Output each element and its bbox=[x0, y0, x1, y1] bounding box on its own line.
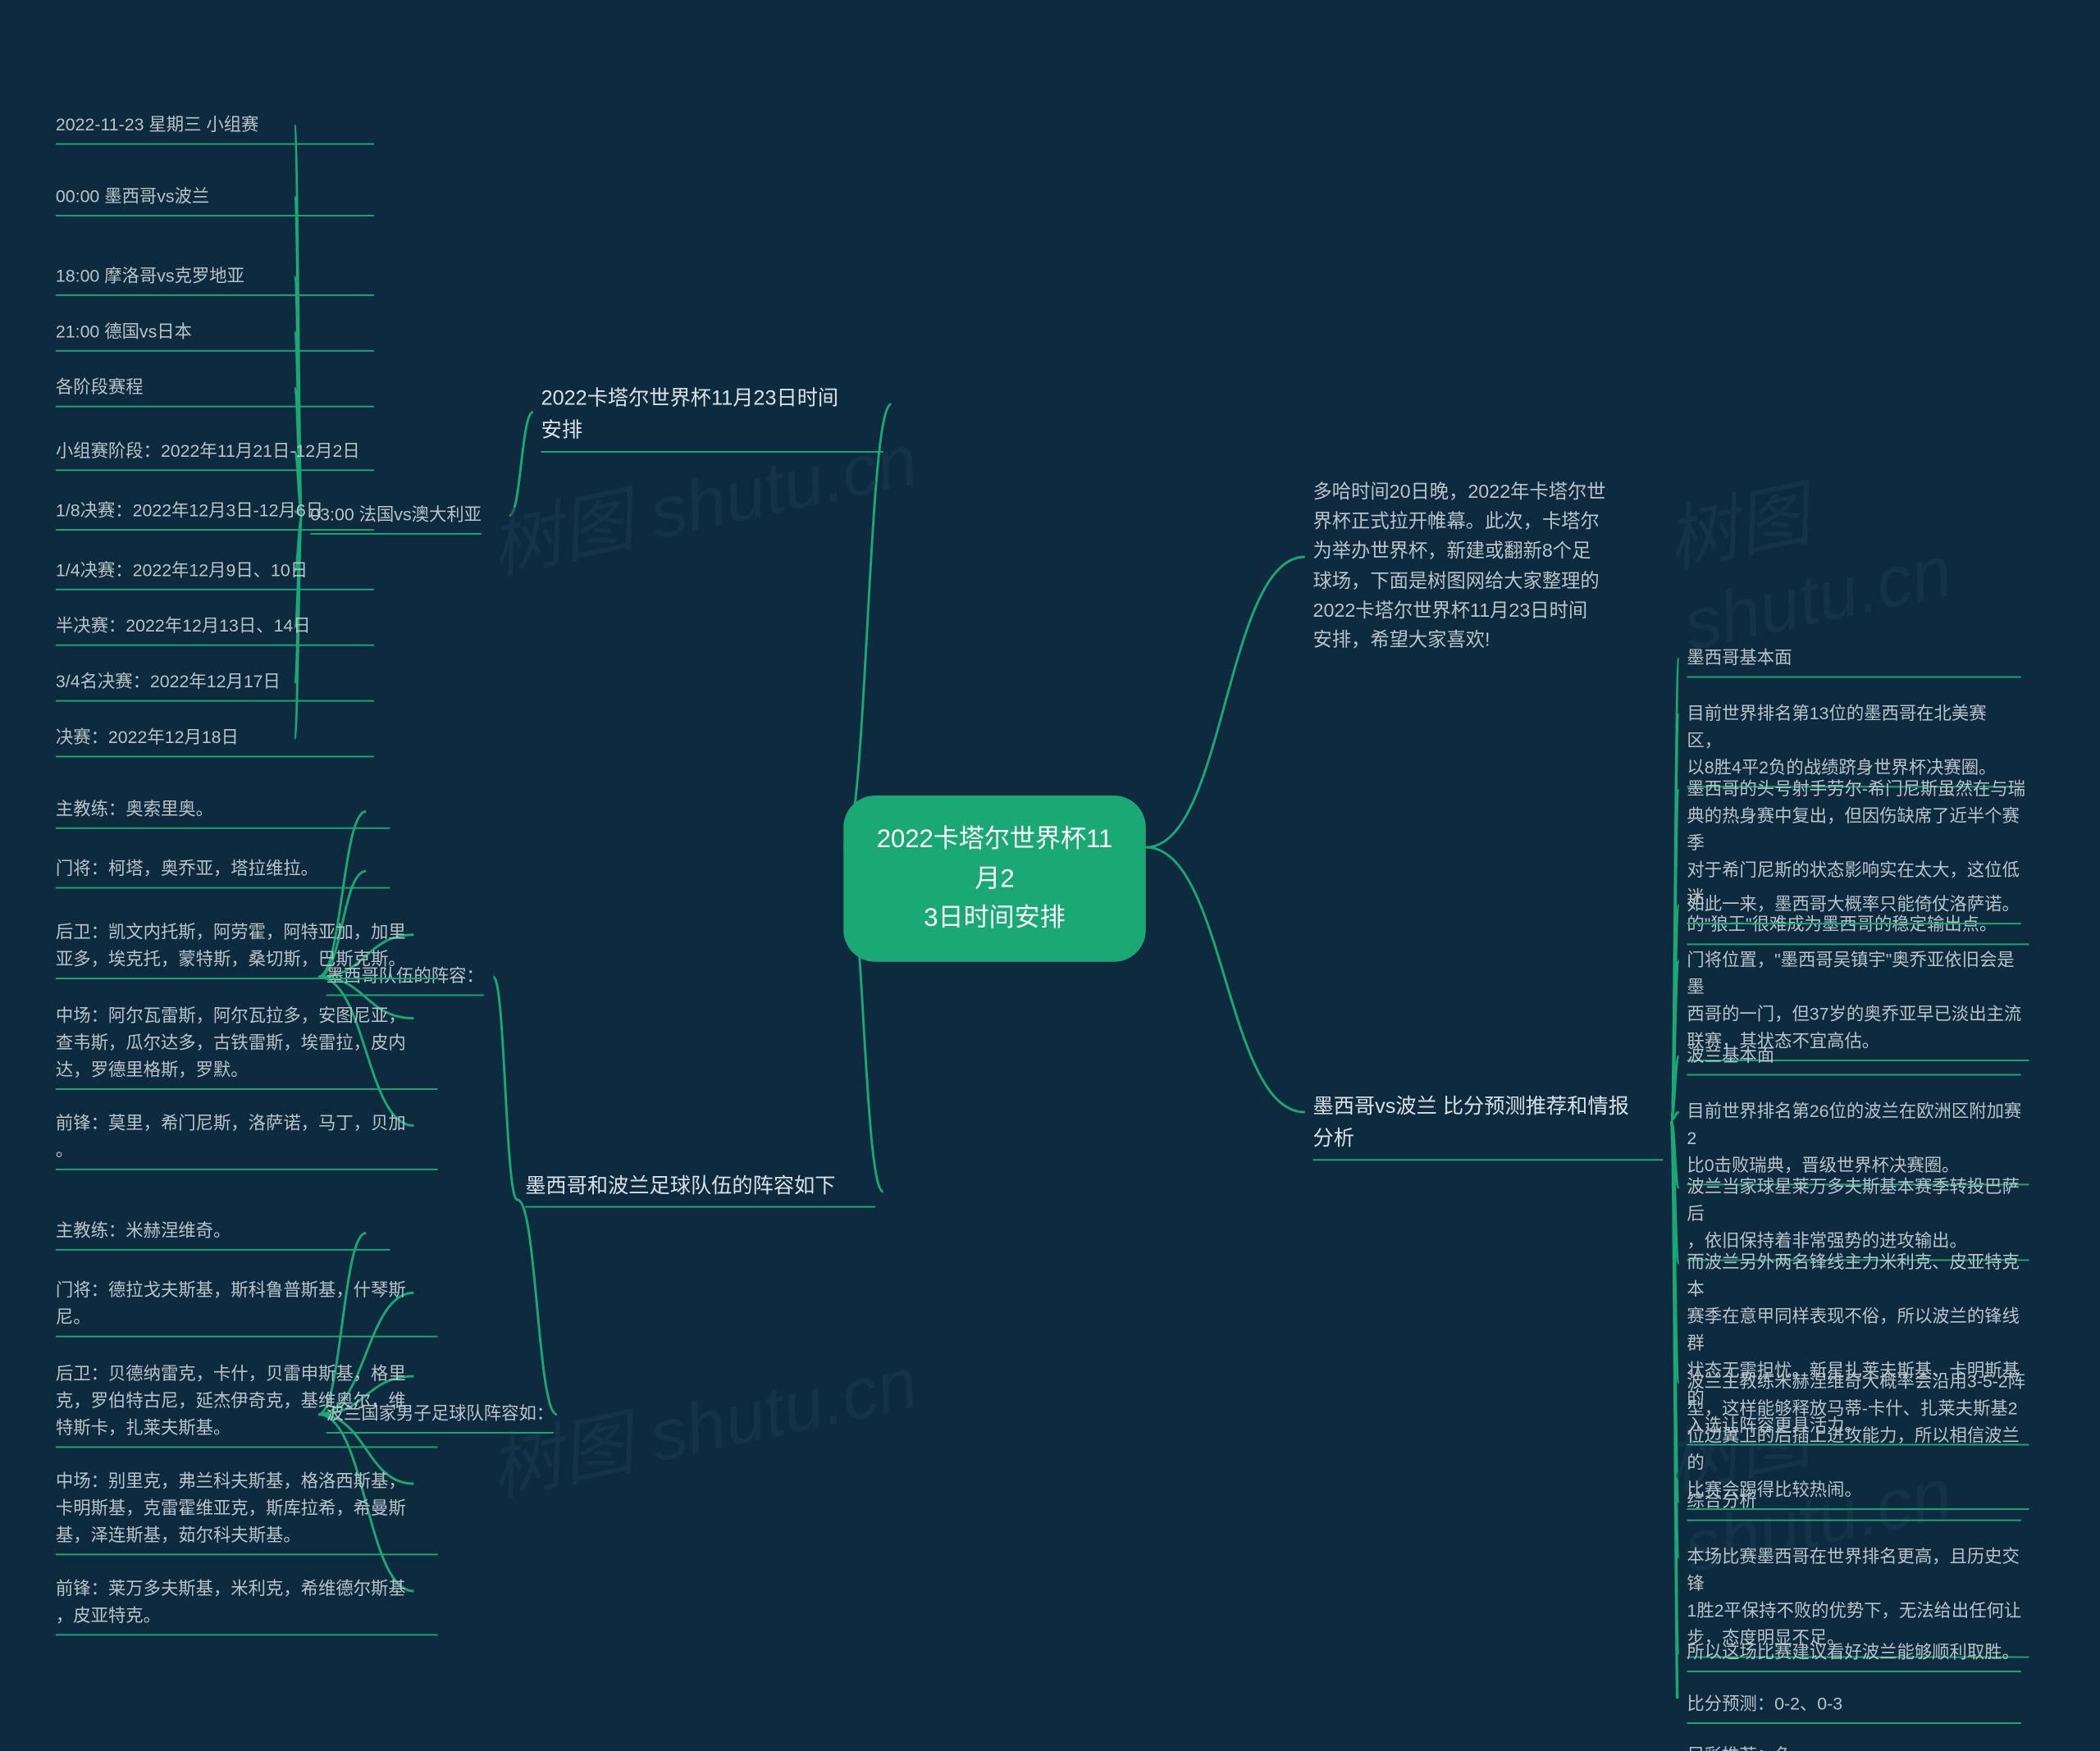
mindmap-node: 如此一来，墨西哥大概率只能倚仗洛萨诺。 bbox=[1687, 891, 2020, 924]
mindmap-node: 00:00 墨西哥vs波兰 bbox=[56, 183, 374, 217]
root-node: 2022卡塔尔世界杯11月2 3日时间安排 bbox=[843, 796, 1146, 962]
branch-node: 墨西哥vs波兰 比分预测推荐和情报 分析 bbox=[1313, 1090, 1664, 1160]
mindmap-node: 小组赛阶段：2022年11月21日-12月2日 bbox=[56, 438, 374, 472]
mindmap-node: 多哈时间20日晚，2022年卡塔尔世 界杯正式拉开帷幕。此次，卡塔尔 为举办世界… bbox=[1313, 477, 1664, 654]
mindmap-node: 所以这场比赛建议看好波兰能够顺利取胜。 bbox=[1687, 1639, 2020, 1672]
mindmap-node: 目前世界排名第13位的墨西哥在北美赛区， 以8胜4平2负的战绩跻身世界杯决赛圈。 bbox=[1687, 700, 2020, 788]
mindmap-node: 中场：别里克，弗兰科夫斯基，格洛西斯基， 卡明斯基，克雷霍维亚克，斯库拉希，希曼… bbox=[56, 1468, 438, 1556]
mindmap-node: 各阶段赛程 bbox=[56, 374, 374, 408]
mindmap-node: 主教练：奥索里奥。 bbox=[56, 796, 390, 829]
mindmap-node: 后卫：贝德纳雷克，卡什，贝雷申斯基，格里 克，罗伯特古尼，延杰伊奇克，基维奥尔，… bbox=[56, 1361, 438, 1448]
mindmap-node: 决赛：2022年12月18日 bbox=[56, 724, 374, 758]
mindmap-node: 目前世界排名第26位的波兰在欧洲区附加赛2 比0击败瑞典，晋级世界杯决赛圈。 bbox=[1687, 1098, 2029, 1186]
mindmap-node: 3/4名决赛：2022年12月17日 bbox=[56, 668, 374, 702]
mindmap-node: 波兰当家球星莱万多夫斯基本赛季转投巴萨后 ，依旧保持着非常强势的进攻输出。 bbox=[1687, 1174, 2029, 1261]
mindmap-node: 中场：阿尔瓦雷斯，阿尔瓦拉多，安图尼亚， 查韦斯，瓜尔达多，古铁雷斯，埃雷拉，皮… bbox=[56, 1002, 438, 1090]
mindmap-node: 18:00 摩洛哥vs克罗地亚 bbox=[56, 262, 374, 296]
mindmap-node: 后卫：凯文内托斯，阿劳霍，阿特亚加，加里 亚多，埃克托，蒙特斯，桑切斯，巴斯克斯… bbox=[56, 919, 438, 979]
mindmap-node: 门将：柯塔，奥乔亚，塔拉维拉。 bbox=[56, 855, 390, 889]
mindmap-node: 1/8决赛：2022年12月3日-12月6日 bbox=[56, 497, 374, 531]
mindmap-node: 前锋：莫里，希门尼斯，洛萨诺，马丁，贝加 。 bbox=[56, 1110, 438, 1170]
mindmap-node: 2022-11-23 星期三 小组赛 bbox=[56, 112, 374, 145]
watermark: 树图 shutu.cn bbox=[1655, 409, 2052, 667]
branch-node: 墨西哥和波兰足球队伍的阵容如下 bbox=[525, 1170, 875, 1208]
mindmap-node: 综合分析 bbox=[1687, 1488, 2020, 1521]
mindmap-node: 足彩推荐：负 bbox=[1687, 1742, 2020, 1751]
mindmap-node: 前锋：莱万多夫斯基，米利克，希维德尔斯基 ，皮亚特克。 bbox=[56, 1575, 438, 1636]
mindmap-node: 主教练：米赫涅维奇。 bbox=[56, 1217, 390, 1251]
mindmap-node: 比分预测：0-2、0-3 bbox=[1687, 1690, 2020, 1724]
mindmap-node: 门将：德拉戈夫斯基，斯科鲁普斯基，什琴斯 尼。 bbox=[56, 1277, 438, 1338]
mindmap-node: 墨西哥基本面 bbox=[1687, 645, 2020, 678]
mindmap-node: 半决赛：2022年12月13日、14日 bbox=[56, 613, 374, 646]
mindmap-node: 波兰基本面 bbox=[1687, 1042, 2020, 1076]
mindmap-node: 21:00 德国vs日本 bbox=[56, 318, 374, 352]
branch-node: 2022卡塔尔世界杯11月23日时间 安排 bbox=[541, 382, 883, 453]
mindmap-node: 1/4决赛：2022年12月9日、10日 bbox=[56, 557, 374, 591]
